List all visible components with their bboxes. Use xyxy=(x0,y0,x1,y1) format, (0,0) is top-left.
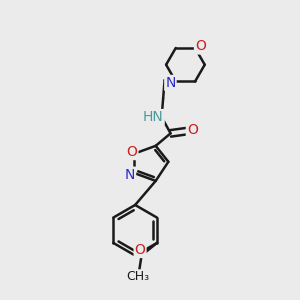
Text: O: O xyxy=(127,145,137,159)
Text: CH₃: CH₃ xyxy=(126,270,149,283)
Text: O: O xyxy=(135,243,146,257)
Text: HN: HN xyxy=(143,110,164,124)
Text: N: N xyxy=(125,168,135,182)
Text: O: O xyxy=(187,122,198,136)
Text: O: O xyxy=(195,40,206,53)
Text: N: N xyxy=(165,76,176,90)
